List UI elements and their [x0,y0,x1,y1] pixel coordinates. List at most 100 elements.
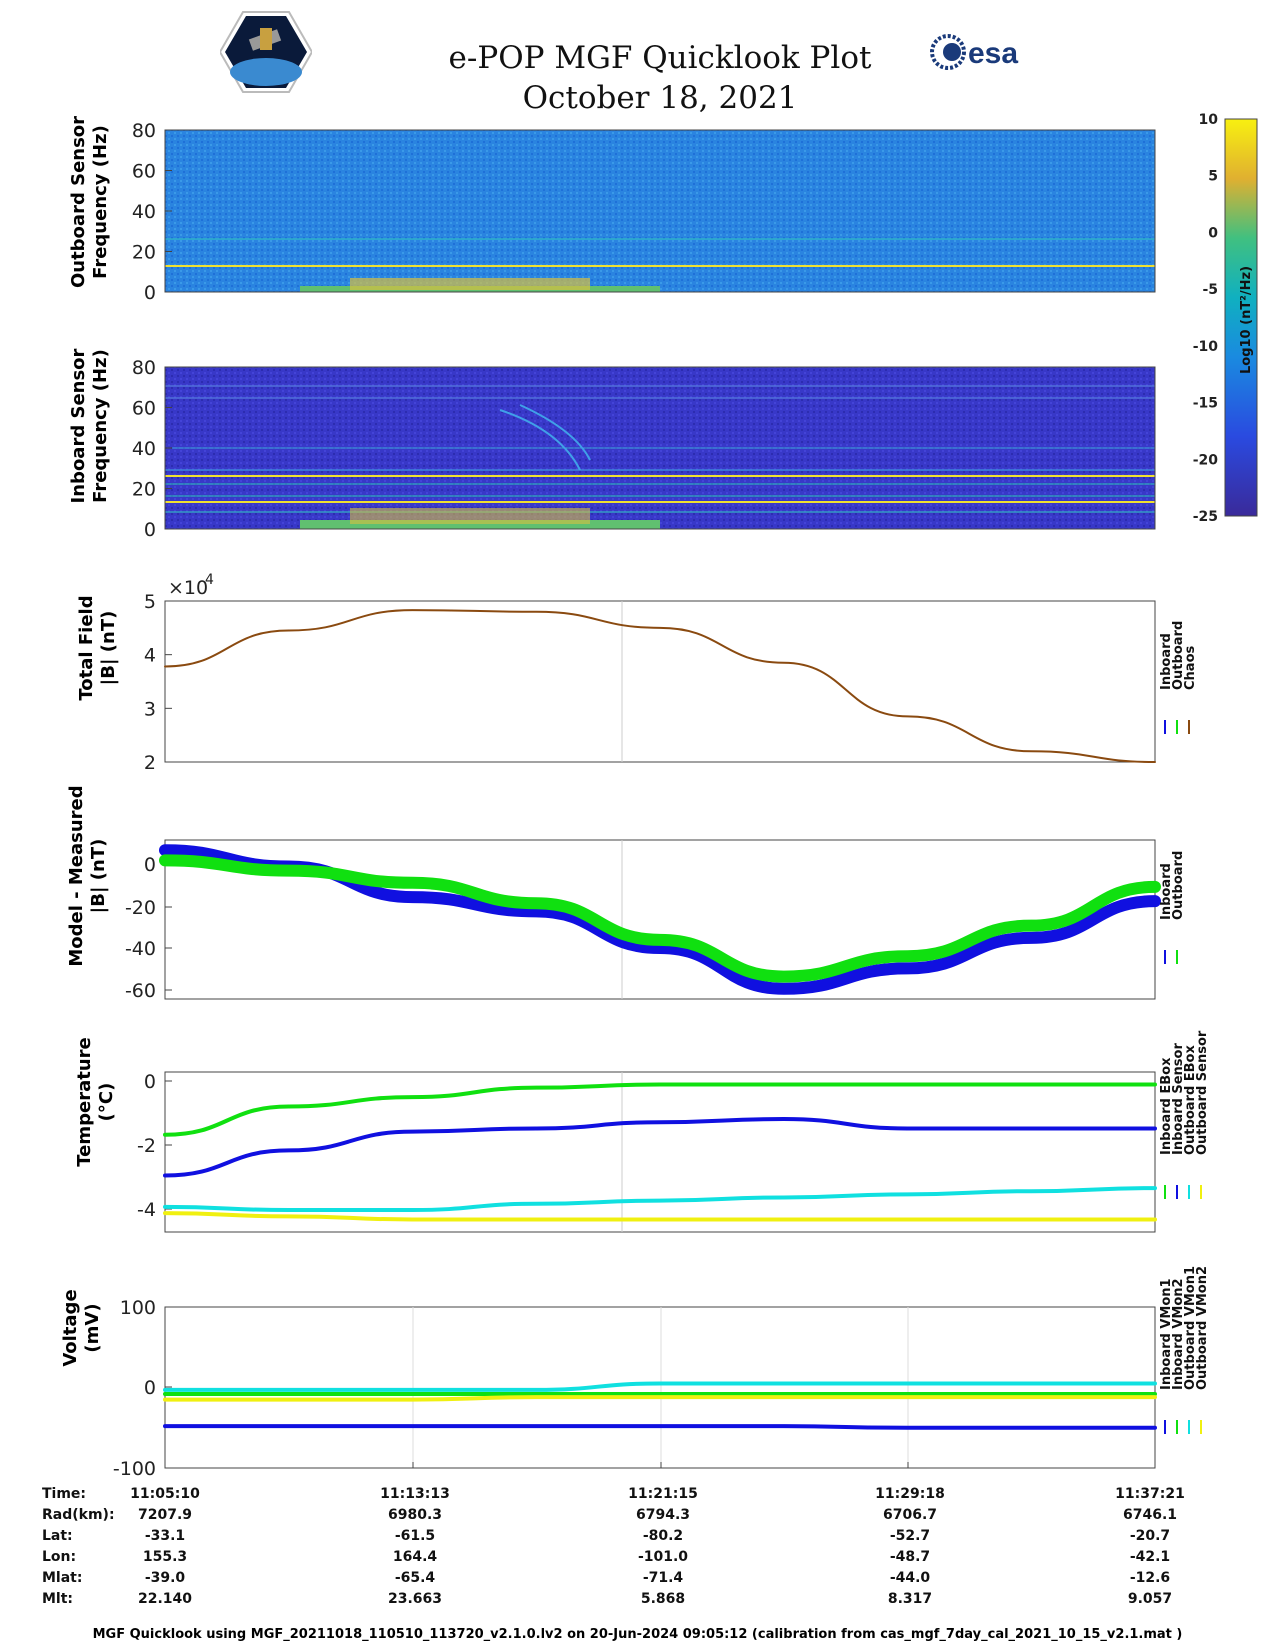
table-cell: -48.7 [889,1549,931,1565]
colorbar-tick: -5 [1202,282,1218,298]
colorbar-tick: 0 [1208,225,1218,241]
model_measured-ytick: -60 [125,980,156,1002]
temperature-series-inboard-sensor [163,1117,1157,1178]
table-cell: 5.868 [640,1591,686,1607]
colorbar-label: Log10 (nT²/Hz) [1239,266,1254,374]
total_field-legend-label: Outboard [1171,621,1186,690]
temperature-legend-label: Inboard Sensor [1171,1043,1186,1155]
table-cell: 23.663 [387,1591,443,1607]
table-cell: 6980.3 [387,1507,443,1523]
voltage-ytick: 100 [120,1297,156,1319]
model_measured-legend-label: Inboard [1159,863,1174,920]
total-field-series-chaos [164,609,1156,763]
temperature-series-outboard-ebox [163,1186,1157,1213]
model_measured-ytick: -20 [125,897,156,919]
table-cell: -39.0 [144,1570,186,1586]
total-field-exponent-base: ×10 [168,577,208,599]
table-cell: -101.0 [637,1549,689,1565]
inboard_spec-ytick: 80 [132,357,156,379]
colorbar-tick: -10 [1193,339,1219,355]
total_field-legend-label: Inboard [1159,633,1174,690]
outboard_spec-ytick: 60 [132,161,156,183]
inboard_spec-ytick: 40 [132,438,156,460]
table-cell: 6706.7 [882,1507,938,1523]
total_field-ytick: 4 [144,645,156,667]
total-field-frame [164,600,1156,763]
temperature-series-inboard-ebox [163,1082,1157,1137]
voltage-frame [164,1306,1156,1469]
temperature-series-outboard-sensor [163,1211,1157,1222]
table-cell: 11:13:13 [380,1486,450,1502]
table-cell: -42.1 [1129,1549,1171,1565]
table-cell: -44.0 [889,1570,931,1586]
inboard-spectrogram [164,366,1156,530]
table-row-label: Lon: [42,1549,77,1565]
temperature-legend-label: Inboard EBox [1159,1057,1174,1155]
total-field-exponent: 4 [205,572,214,588]
table-cell: -71.4 [642,1570,684,1586]
inboard_spec-ytick: 20 [132,479,156,501]
table-cell: -33.1 [144,1528,186,1544]
esa-logo-text: esa [968,37,1018,70]
voltage-series-outboard-vmon1 [163,1381,1157,1392]
table-cell: 9.057 [1127,1591,1173,1607]
colorbar-tick: -20 [1193,452,1219,468]
esa-logo-icon: esa [930,34,1018,70]
table-cell: -20.7 [1129,1528,1171,1544]
colorbar-tick: 5 [1208,169,1218,185]
total_field-ytick: 5 [144,591,156,613]
model_measured-ytick: -40 [125,938,156,960]
model_measured-legend-label: Outboard [1171,851,1186,920]
table-cell: -80.2 [642,1528,684,1544]
voltage-legend-label: Outboard VMon1 [1183,1266,1198,1390]
temperature-ytick: 0 [144,1071,156,1093]
model_measured-ytick: 0 [144,854,156,876]
footer-caption: MGF Quicklook using MGF_20211018_110510_… [92,1627,1183,1642]
voltage-legend-label: Inboard VMon1 [1159,1278,1174,1390]
voltage-legend-label: Inboard VMon2 [1171,1278,1186,1390]
table-cell: 6746.1 [1122,1507,1178,1523]
page-subtitle-date: October 18, 2021 [522,80,798,116]
model-measured-series-outboard [159,854,1161,983]
table-row-label: Time: [42,1486,87,1502]
colorbar-ticks: 10 5 0 -5 -10 -15 -20 -25 [1193,112,1219,525]
outboard_spec-ytick: 40 [132,201,156,223]
table-row-label: Mlt: [42,1591,74,1607]
outboard_spec-ytick: 20 [132,242,156,264]
table-cell: -61.5 [394,1528,436,1544]
voltage-ytick: 0 [144,1377,156,1399]
table-cell: 7207.9 [137,1507,193,1523]
colorbar: 10 5 0 -5 -10 -15 -20 -25 Log10 (nT²/Hz) [1193,112,1258,525]
temperature-frame [164,1071,1156,1233]
table-cell: 11:21:15 [628,1486,698,1502]
table-cell: 6794.3 [635,1507,691,1523]
inboard_spec-ytick: 60 [132,398,156,420]
table-cell: 11:37:21 [1115,1486,1185,1502]
page-title: e-POP MGF Quicklook Plot [448,40,872,76]
table-cell: 8.317 [887,1591,933,1607]
table-row-label: Mlat: [42,1570,83,1586]
table-row-label: Lat: [42,1528,73,1544]
table-cell: 164.4 [392,1549,438,1565]
table-row-label: Rad(km): [42,1507,115,1523]
table-cell: 155.3 [142,1549,188,1565]
inboard_spec-ytick: 0 [144,519,156,541]
outboard-spectrogram [164,129,1156,293]
voltage-legend-label: Outboard VMon2 [1195,1266,1210,1390]
voltage-series-inboard-vmon1 [163,1424,1157,1430]
table-cell: 11:29:18 [875,1486,945,1502]
outboard_spec-ytick: 0 [144,282,156,304]
table-cell: -52.7 [889,1528,931,1544]
table-cell: -12.6 [1129,1570,1171,1586]
voltage-series-outboard-vmon2 [163,1395,1157,1402]
colorbar-tick: 10 [1199,112,1219,128]
table-cell: -65.4 [394,1570,436,1586]
colorbar-tick: -15 [1193,396,1218,412]
voltage-ytick: -100 [113,1458,156,1480]
temperature-ytick: -4 [137,1199,156,1221]
chart-marks: 80604020080604020054320-20-40-600-2-4100… [113,120,1210,1480]
temperature-legend-label: Outboard EBox [1183,1045,1198,1155]
outboard_spec-ytick: 80 [132,120,156,142]
temperature-ytick: -2 [137,1135,156,1157]
